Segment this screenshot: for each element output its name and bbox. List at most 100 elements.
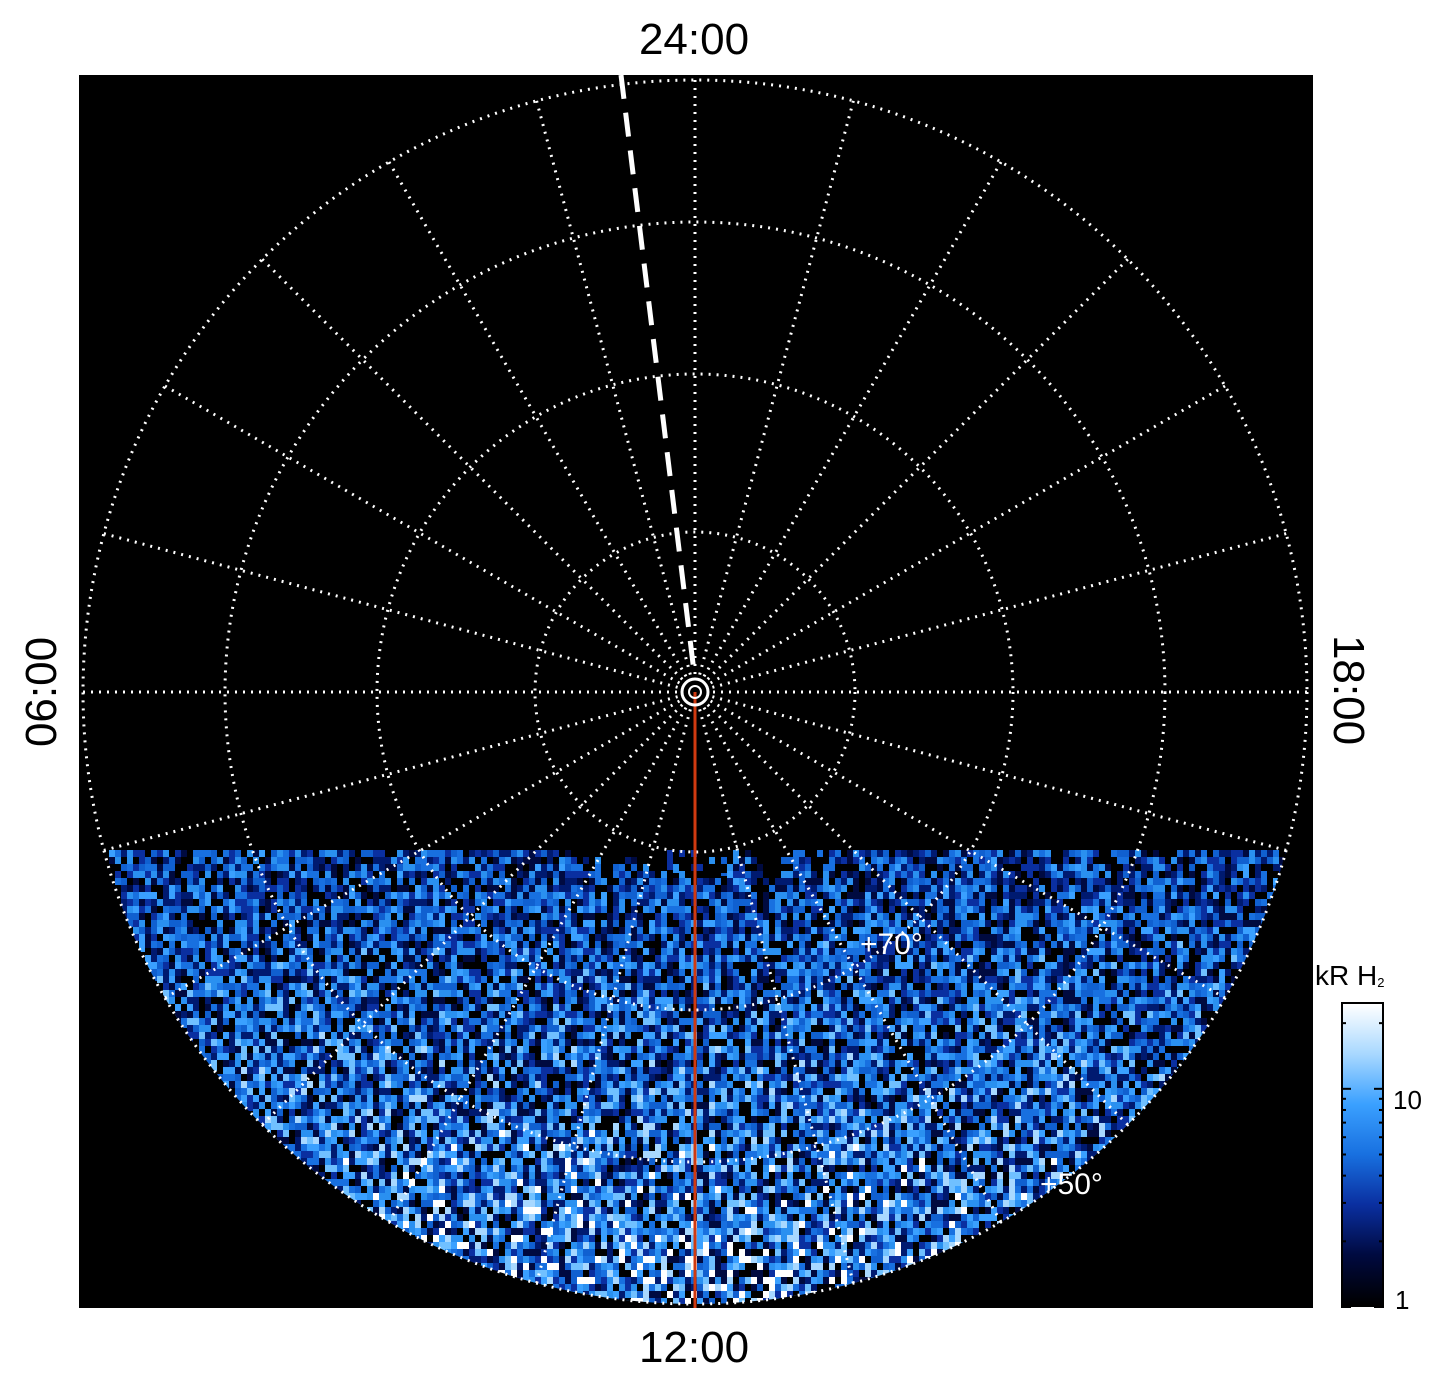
emission-cell — [991, 948, 997, 957]
emission-cell — [505, 871, 511, 883]
emission-cell — [247, 906, 253, 917]
emission-cell — [1117, 955, 1123, 964]
emission-cell — [913, 955, 919, 965]
emission-cell — [667, 878, 673, 887]
emission-cell — [325, 927, 331, 935]
emission-cell — [967, 885, 973, 894]
emission-cell — [1129, 913, 1135, 924]
emission-cell — [829, 857, 835, 869]
emission-cell — [727, 955, 733, 962]
emission-cell — [781, 920, 787, 929]
emission-cell — [139, 920, 145, 933]
emission-cell — [799, 864, 805, 876]
emission-cell — [793, 913, 799, 923]
emission-cell — [403, 934, 409, 946]
emission-cell — [817, 857, 823, 869]
emission-cell — [631, 962, 637, 974]
emission-cell — [1093, 1025, 1099, 1032]
emission-cell — [403, 962, 409, 975]
emission-cell — [823, 948, 829, 959]
emission-cell — [973, 899, 979, 909]
emission-cell — [997, 850, 1003, 860]
emission-cell — [991, 864, 997, 873]
emission-cell — [739, 871, 745, 880]
emission-cell — [1225, 976, 1231, 984]
emission-cell — [571, 885, 577, 897]
emission-cell — [991, 913, 997, 925]
emission-cell — [787, 857, 793, 869]
emission-cell — [919, 871, 925, 884]
emission-cell — [421, 927, 427, 934]
emission-cell — [1123, 927, 1129, 938]
emission-cell — [547, 850, 553, 867]
emission-cell — [637, 955, 643, 966]
emission-cell — [835, 864, 841, 873]
emission-cell — [913, 857, 919, 868]
emission-cell — [535, 976, 541, 984]
emission-cell — [481, 927, 487, 940]
emission-cell — [577, 850, 583, 863]
emission-cell — [229, 878, 235, 887]
emission-cell — [205, 850, 211, 861]
emission-cell — [961, 927, 967, 939]
emission-cell — [1051, 850, 1057, 858]
emission-cell — [301, 857, 307, 868]
emission-cell — [1261, 850, 1267, 859]
emission-cell — [1171, 927, 1177, 934]
emission-cell — [151, 941, 157, 951]
emission-cell — [1201, 920, 1207, 929]
emission-cell — [241, 899, 247, 909]
emission-cell — [895, 948, 901, 957]
emission-cell — [835, 878, 841, 890]
emission-cell — [481, 878, 487, 890]
emission-cell — [1153, 906, 1159, 919]
emission-cell — [1111, 927, 1117, 937]
emission-cell — [1141, 927, 1147, 939]
emission-cell — [763, 1032, 769, 1040]
emission-cell — [241, 857, 247, 870]
emission-cell — [121, 899, 127, 919]
emission-cell — [877, 878, 883, 887]
emission-cell — [709, 913, 715, 924]
emission-cell — [721, 927, 727, 938]
emission-cell — [301, 962, 307, 971]
emission-cell — [259, 857, 265, 866]
emission-cell — [745, 913, 751, 921]
emission-cell — [1219, 850, 1225, 861]
emission-cell — [1165, 878, 1171, 887]
emission-cell — [487, 941, 493, 952]
emission-cell — [985, 899, 991, 912]
emission-cell — [799, 920, 805, 929]
emission-cell — [859, 941, 865, 950]
emission-cell — [619, 899, 625, 906]
emission-cell — [577, 878, 583, 888]
emission-cell — [523, 948, 529, 957]
emission-cell — [1237, 906, 1243, 918]
emission-cell — [1249, 850, 1255, 860]
emission-cell — [343, 948, 349, 961]
emission-cell — [1069, 850, 1075, 863]
emission-cell — [289, 892, 295, 902]
emission-cell — [553, 885, 559, 893]
emission-cell — [1081, 990, 1087, 998]
emission-heatmap — [109, 850, 1291, 1304]
emission-cell — [733, 850, 739, 870]
emission-cell — [925, 892, 931, 901]
emission-cell — [463, 934, 469, 943]
emission-cell — [769, 1004, 775, 1012]
emission-cell — [565, 878, 571, 885]
emission-cell — [1063, 920, 1069, 927]
emission-cell — [805, 941, 811, 948]
emission-cell — [571, 934, 577, 943]
emission-cell — [397, 878, 403, 890]
emission-cell — [1093, 955, 1099, 963]
emission-cell — [493, 983, 499, 990]
emission-cell — [493, 878, 499, 885]
emission-cell — [613, 1011, 619, 1018]
emission-cell — [943, 892, 949, 902]
emission-cell — [763, 948, 769, 959]
emission-cell — [679, 913, 685, 924]
emission-cell — [811, 990, 817, 997]
polar-plot-frame — [79, 75, 1313, 1308]
emission-cell — [1063, 955, 1069, 964]
